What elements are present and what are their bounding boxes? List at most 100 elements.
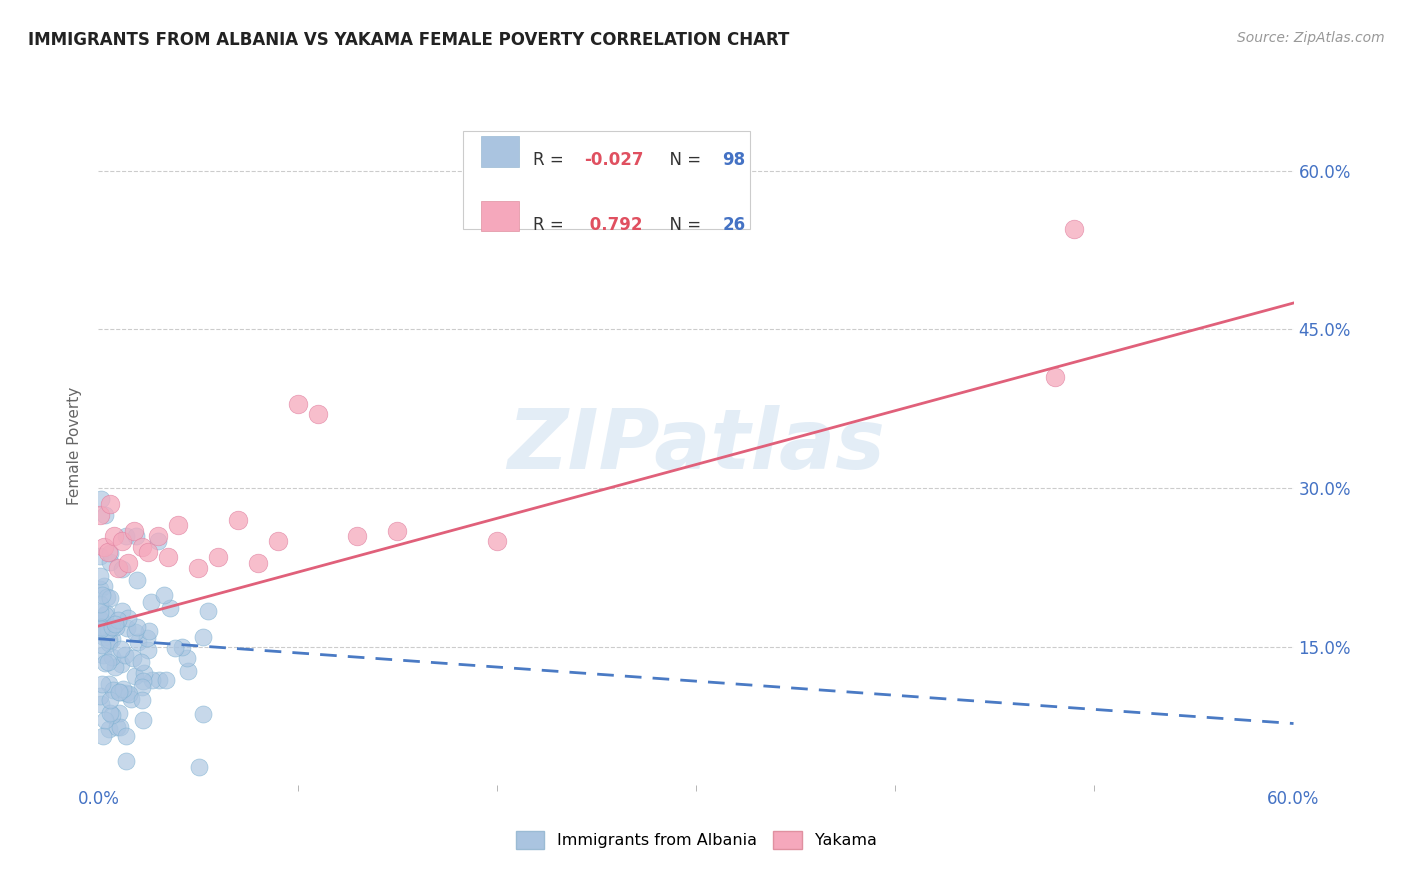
Point: [197, 604, 219, 618]
Point: [135, 631, 157, 645]
Point: [110, 657, 132, 671]
Point: [104, 617, 127, 632]
Point: [89, 612, 111, 626]
Point: [129, 655, 152, 669]
Point: [114, 729, 136, 743]
Text: R =: R =: [533, 216, 569, 234]
Point: [98, 497, 122, 511]
Point: [90, 622, 112, 636]
Text: N =: N =: [659, 151, 706, 169]
Point: [146, 534, 169, 549]
Point: [89, 597, 111, 611]
Point: [115, 622, 138, 636]
Point: [136, 643, 159, 657]
Point: [127, 573, 149, 587]
Point: [152, 587, 174, 601]
Point: [131, 681, 153, 695]
Text: R =: R =: [533, 151, 569, 169]
Point: [148, 529, 170, 543]
Point: [89, 508, 111, 522]
Bar: [463, 131, 749, 229]
Point: [163, 641, 186, 656]
Point: [97, 722, 120, 736]
Point: [101, 650, 124, 665]
Point: [114, 648, 136, 662]
Legend: Immigrants from Albania, Yakama: Immigrants from Albania, Yakama: [509, 825, 883, 855]
Point: [112, 682, 135, 697]
Point: [90, 620, 112, 634]
Point: [131, 713, 153, 727]
Point: [125, 529, 148, 543]
Point: [132, 673, 155, 688]
Point: [91, 677, 114, 691]
Point: [97, 545, 120, 559]
Point: [98, 632, 121, 647]
Point: [131, 692, 153, 706]
Point: [346, 529, 368, 543]
Point: [110, 642, 132, 657]
Point: [94, 608, 117, 623]
Point: [134, 665, 156, 680]
Point: [167, 518, 190, 533]
Point: [97, 623, 120, 637]
Y-axis label: Female Poverty: Female Poverty: [67, 387, 83, 505]
Point: [107, 561, 129, 575]
Point: [287, 396, 309, 410]
Point: [94, 713, 117, 727]
Point: [90, 697, 112, 711]
Point: [107, 614, 129, 628]
Point: [120, 692, 142, 706]
Text: N =: N =: [659, 216, 706, 234]
Point: [115, 529, 138, 543]
Point: [89, 582, 111, 596]
Point: [94, 656, 117, 670]
Point: [111, 562, 134, 576]
Point: [103, 529, 125, 543]
Point: [267, 534, 290, 549]
Point: [98, 591, 121, 605]
Text: -0.027: -0.027: [583, 151, 643, 169]
Point: [155, 673, 177, 688]
Point: [207, 550, 229, 565]
Point: [191, 630, 214, 644]
Point: [100, 708, 122, 723]
Point: [111, 604, 134, 618]
Point: [118, 687, 141, 701]
Point: [98, 693, 121, 707]
Point: [111, 534, 134, 549]
Point: [187, 561, 209, 575]
Point: [104, 620, 127, 634]
Point: [100, 620, 122, 634]
Point: [96, 590, 118, 604]
Point: [93, 615, 115, 629]
Point: [226, 513, 249, 527]
Point: [100, 706, 122, 720]
Point: [97, 655, 120, 669]
Point: [90, 492, 112, 507]
Point: [94, 606, 117, 620]
Point: [91, 638, 114, 652]
Point: [172, 640, 194, 655]
Point: [124, 669, 146, 683]
Point: [98, 555, 121, 569]
Point: [117, 611, 139, 625]
Point: [91, 588, 114, 602]
Point: [124, 625, 146, 640]
Text: ZIPatlas: ZIPatlas: [508, 406, 884, 486]
Point: [136, 545, 159, 559]
Point: [1043, 370, 1066, 384]
Point: [188, 760, 211, 774]
Point: [114, 755, 136, 769]
Point: [93, 508, 115, 523]
Point: [89, 605, 111, 619]
Point: [91, 729, 114, 743]
Text: Source: ZipAtlas.com: Source: ZipAtlas.com: [1237, 31, 1385, 45]
Point: [1063, 222, 1085, 236]
Point: [246, 556, 269, 570]
Point: [191, 706, 214, 721]
Point: [97, 636, 120, 650]
Point: [121, 650, 143, 665]
Point: [117, 556, 139, 570]
Point: [159, 600, 181, 615]
Point: [108, 706, 131, 720]
